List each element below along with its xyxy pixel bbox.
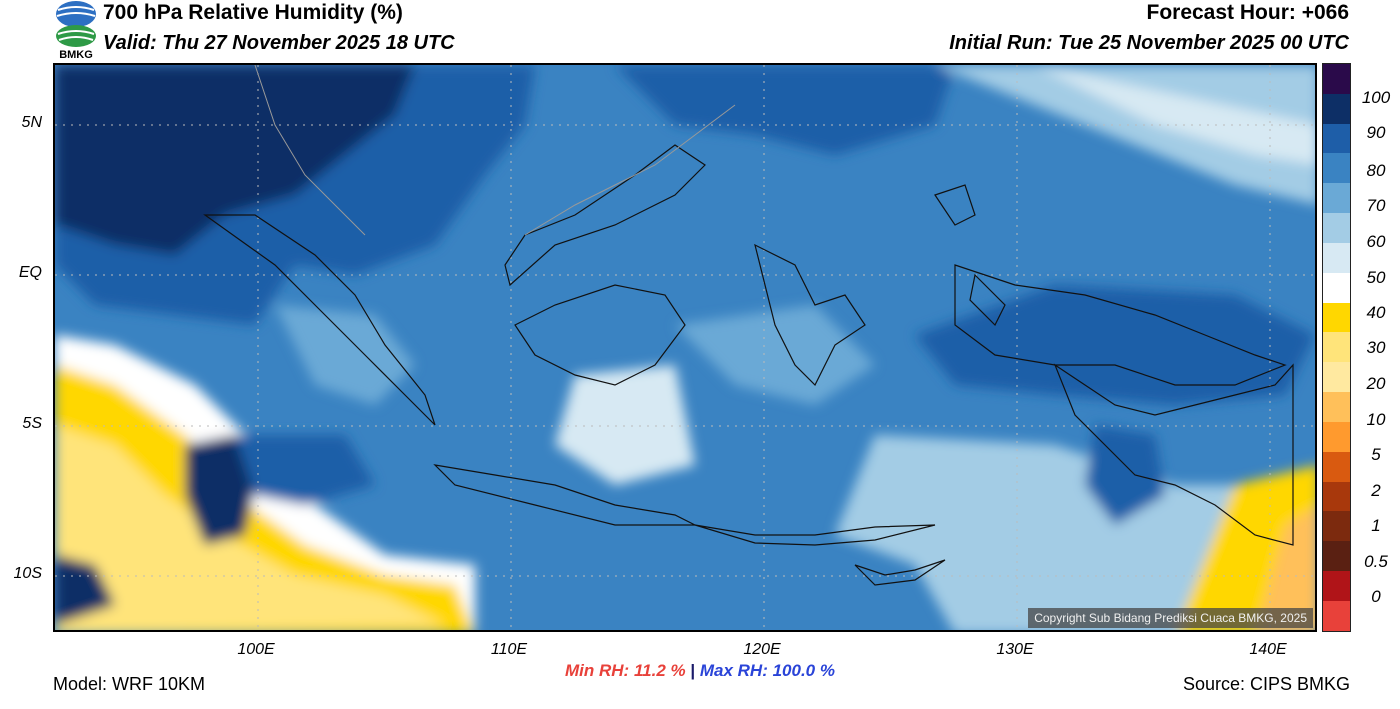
lat-label-5s: 5S	[22, 415, 42, 432]
colorbar-swatch	[1323, 242, 1350, 273]
colorbar-swatch	[1323, 362, 1350, 393]
humidity-map[interactable]: Copyright Sub Bidang Prediksi Cuaca BMKG…	[53, 63, 1317, 632]
colorbar-label-80: 80	[1366, 161, 1386, 180]
bmkg-logo: BMKG	[50, 0, 102, 62]
colorbar-swatch	[1323, 93, 1350, 124]
colorbar-swatch	[1323, 153, 1350, 184]
colorbar-swatch	[1323, 451, 1350, 482]
colorbar-label-40: 40	[1366, 303, 1386, 322]
valid-time: Valid: Thu 27 November 2025 18 UTC	[103, 32, 455, 54]
lon-label-110e: 110E	[490, 641, 528, 658]
lon-label-100e: 100E	[237, 641, 275, 658]
colorbar-swatch	[1323, 392, 1350, 422]
rh-stats: Min RH: 11.2 % | Max RH: 100.0 %	[0, 661, 1400, 681]
logo-text: BMKG	[59, 49, 93, 61]
colorbar-swatch	[1323, 511, 1350, 542]
lon-label-130e: 130E	[996, 641, 1034, 658]
colorbar-swatch	[1323, 272, 1350, 303]
colorbar-label-100: 100	[1361, 88, 1391, 107]
colorbar-label-2: 2	[1371, 481, 1381, 500]
lat-label-5n: 5N	[21, 114, 42, 131]
min-rh: Min RH: 11.2 %	[565, 661, 686, 680]
colorbar-label-1: 1	[1371, 516, 1381, 535]
colorbar	[1322, 63, 1351, 632]
graticule	[55, 65, 1315, 630]
colorbar-label-0-5: 0.5	[1364, 552, 1388, 571]
lat-label-10s: 10S	[13, 565, 42, 582]
source-label: Source: CIPS BMKG	[1182, 674, 1350, 694]
coastlines	[203, 144, 1294, 586]
colorbar-label-5: 5	[1371, 445, 1381, 464]
initial-run: Initial Run: Tue 25 November 2025 00 UTC	[949, 32, 1349, 54]
colorbar-swatch	[1323, 302, 1350, 333]
colorbar-swatch	[1323, 571, 1350, 601]
colorbar-swatch	[1323, 213, 1350, 243]
colorbar-swatch	[1323, 421, 1350, 452]
colorbar-label-50: 50	[1366, 268, 1386, 287]
model-label: Model: WRF 10KM	[53, 674, 206, 694]
lon-label-140e: 140E	[1249, 641, 1287, 658]
max-rh: Max RH: 100.0 %	[699, 661, 835, 680]
map-title: 700 hPa Relative Humidity (%)	[103, 1, 403, 24]
colorbar-swatch	[1323, 332, 1350, 363]
colorbar-swatch	[1323, 600, 1350, 631]
copyright-notice: Copyright Sub Bidang Prediksi Cuaca BMKG…	[1028, 608, 1313, 628]
colorbar-swatch	[1323, 183, 1350, 214]
colorbar-label-70: 70	[1366, 196, 1386, 215]
colorbar-swatch	[1323, 541, 1350, 572]
stats-separator: |	[690, 661, 696, 680]
colorbar-swatch	[1323, 64, 1350, 94]
humidity-field	[55, 65, 1315, 630]
lon-label-120e: 120E	[743, 641, 781, 658]
colorbar-label-60: 60	[1366, 232, 1386, 251]
forecast-hour: Forecast Hour: +066	[1146, 1, 1350, 24]
lat-label-eq: EQ	[18, 264, 42, 281]
colorbar-swatch	[1323, 481, 1350, 512]
colorbar-label-0: 0	[1371, 587, 1381, 606]
colorbar-label-30: 30	[1366, 338, 1386, 357]
colorbar-label-20: 20	[1366, 374, 1386, 393]
colorbar-label-10: 10	[1366, 410, 1386, 429]
borders	[254, 65, 736, 236]
colorbar-label-90: 90	[1366, 123, 1386, 142]
colorbar-swatch	[1323, 123, 1350, 154]
